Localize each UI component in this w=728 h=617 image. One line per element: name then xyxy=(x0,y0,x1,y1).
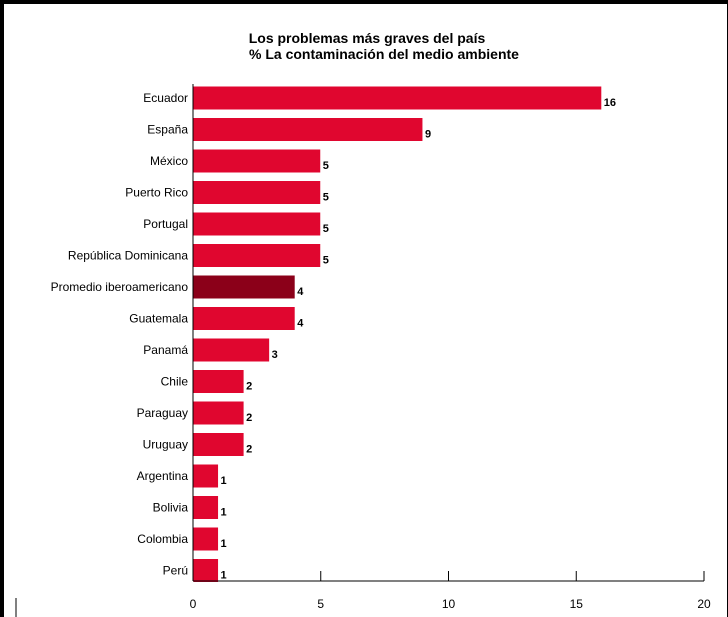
x-tick-label: 0 xyxy=(190,597,197,611)
value-label: 1 xyxy=(221,507,227,519)
category-label: Paraguay xyxy=(137,406,188,420)
bar-7 xyxy=(192,306,296,331)
x-tick-label: 20 xyxy=(697,597,711,611)
bar-9 xyxy=(192,369,245,394)
bar-12 xyxy=(192,463,220,489)
bar-4 xyxy=(192,211,322,237)
value-label: 5 xyxy=(323,160,329,172)
bar-3 xyxy=(192,180,322,205)
bar-8 xyxy=(192,337,271,363)
value-label: 1 xyxy=(221,538,227,550)
x-tick-label: 15 xyxy=(570,597,584,611)
category-label: Uruguay xyxy=(143,438,188,452)
bar-11 xyxy=(192,432,245,457)
value-label: 2 xyxy=(246,444,252,456)
category-label: Puerto Rico xyxy=(125,186,188,200)
bar-14 xyxy=(192,526,220,552)
category-label: Panamá xyxy=(143,343,188,357)
bar-1 xyxy=(192,117,424,142)
x-tick-label: 5 xyxy=(317,597,324,611)
category-label: Argentina xyxy=(137,469,189,483)
bar-2 xyxy=(192,148,322,174)
category-label: República Dominicana xyxy=(68,249,188,263)
category-label: Bolivia xyxy=(153,501,189,515)
value-label: 3 xyxy=(272,349,278,361)
category-label: España xyxy=(147,123,188,137)
bar-15 xyxy=(192,558,220,583)
value-label: 16 xyxy=(604,97,616,109)
value-label: 5 xyxy=(323,255,329,267)
chart-subtitle: % La contaminación del medio ambiente xyxy=(249,46,519,62)
value-label: 1 xyxy=(221,570,227,582)
value-label: 4 xyxy=(297,318,304,330)
category-label: México xyxy=(150,154,188,168)
chart-title-block: Los problemas más graves del país % La c… xyxy=(0,30,728,62)
value-label: 9 xyxy=(425,129,431,141)
value-label: 2 xyxy=(246,381,252,393)
bar-10 xyxy=(192,400,245,426)
bar-6 xyxy=(192,274,296,300)
category-label: Portugal xyxy=(143,217,188,231)
category-label: Ecuador xyxy=(143,91,188,105)
chart-title: Los problemas más graves del país xyxy=(248,30,486,46)
category-label: Perú xyxy=(163,564,188,578)
category-label: Promedio iberoamericano xyxy=(51,280,189,294)
value-label: 5 xyxy=(323,223,329,235)
category-label: Chile xyxy=(161,375,189,389)
value-label: 5 xyxy=(323,192,329,204)
value-label: 4 xyxy=(297,286,304,298)
bar-0 xyxy=(192,85,603,111)
bar-5 xyxy=(192,243,322,268)
category-label: Guatemala xyxy=(129,312,188,326)
value-label: 1 xyxy=(221,475,227,487)
x-tick-label: 10 xyxy=(442,597,456,611)
category-label: Colombia xyxy=(137,532,188,546)
bar-13 xyxy=(192,495,220,520)
value-label: 2 xyxy=(246,412,252,424)
